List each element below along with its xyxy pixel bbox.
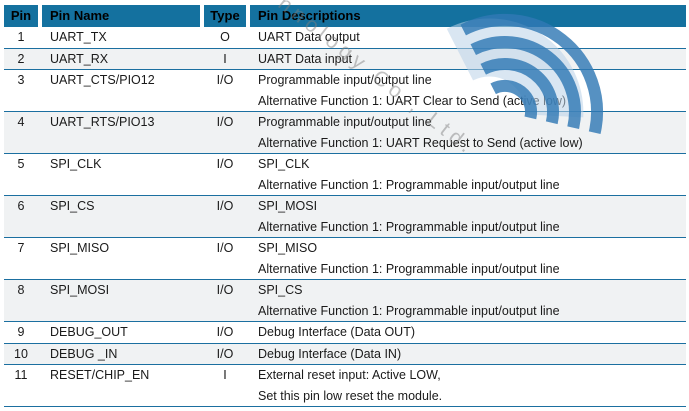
table-row: 6 SPI_CS I/O SPI_MOSI Alternative Function 1… <box>4 196 686 238</box>
description-line: SPI_MISO <box>258 241 318 255</box>
table-row: 10 DEBUG _IN I/O Debug Interface (Data IN) <box>4 343 686 365</box>
table-row: 9 DEBUG_OUT I/O Debug Interface (Data OUT) <box>4 322 686 344</box>
pin-number-cell: 1 <box>17 30 25 44</box>
description-line: SPI_MOSI <box>258 199 318 213</box>
pin-descriptions-cell: Debug Interface (Data OUT) <box>250 322 686 343</box>
description-line: Programmable input/output line <box>258 73 432 87</box>
pin-name-cell: SPI_MISO <box>50 241 110 255</box>
pin-number-cell: 5 <box>17 157 25 171</box>
pin-type-cell: I/O <box>216 199 234 213</box>
description-line: Programmable input/output line <box>258 115 432 129</box>
pin-name-cell: UART_TX <box>50 30 107 44</box>
table-row: 3 UART_CTS/PIO12 I/O Programmable input/out… <box>4 70 686 112</box>
header-pin-name: Pin Name <box>42 5 200 27</box>
pin-number-cell: 8 <box>17 283 25 297</box>
pin-name-cell: SPI_CS <box>50 199 95 213</box>
table-row: 11 RESET/CHIP_EN I External reset input: Ac… <box>4 365 686 407</box>
pin-descriptions-cell: SPI_CLK Alternative Function 1: Programma… <box>250 154 686 195</box>
pin-name-cell: SPI_CLK <box>50 157 102 171</box>
description-line: Alternative Function 1: Programmable inp… <box>258 261 560 276</box>
pin-type-cell: I <box>223 51 227 66</box>
description-line: Set this pin low reset the module. <box>258 388 443 403</box>
table-body: 1 UART_TX O UART Data output 2 UART_RX I UART D… <box>4 27 686 407</box>
pin-type-cell: I/O <box>216 73 234 87</box>
pin-descriptions-cell: UART Data input <box>250 49 686 70</box>
description-line: UART Data output <box>258 30 360 44</box>
pin-type-cell: I/O <box>216 241 234 255</box>
pin-descriptions-cell: SPI_CS Alternative Function 1: Programmab… <box>250 280 686 321</box>
pin-type-cell: O <box>220 30 230 44</box>
pin-description-table: Pin Pin Name Type Pin Descriptions 1 UART… <box>4 5 686 407</box>
description-line: External reset input: Active LOW, <box>258 368 441 382</box>
pin-descriptions-cell: Programmable input/output line Alternativ… <box>250 112 686 153</box>
description-line: Alternative Function 1: Programmable inp… <box>258 303 560 318</box>
description-line: Alternative Function 1: UART Clear to Se… <box>258 93 567 108</box>
table-row: 5 SPI_CLK I/O SPI_CLK Alternative Function 1… <box>4 154 686 196</box>
pin-type-cell: I <box>223 368 227 382</box>
pin-type-cell: I/O <box>216 115 234 129</box>
table-row: 2 UART_RX I UART Data input <box>4 48 686 70</box>
description-line: SPI_CS <box>258 283 303 297</box>
description-line: Debug Interface (Data IN) <box>258 346 402 361</box>
pin-name-cell: RESET/CHIP_EN <box>50 368 150 382</box>
description-line: UART Data input <box>258 51 353 66</box>
table-row: 4 UART_RTS/PIO13 I/O Programmable input/out… <box>4 112 686 154</box>
pin-name-cell: SPI_MOSI <box>50 283 110 297</box>
pin-type-cell: I/O <box>216 157 234 171</box>
description-line: Alternative Function 1: UART Request to … <box>258 135 583 150</box>
pin-descriptions-cell: SPI_MISO Alternative Function 1: Programm… <box>250 238 686 279</box>
header-pin: Pin <box>4 5 38 27</box>
pin-number-cell: 4 <box>17 115 25 129</box>
pin-number-cell: 11 <box>14 368 28 382</box>
pin-number-cell: 10 <box>14 346 28 361</box>
pin-name-cell: DEBUG _IN <box>50 346 118 361</box>
pin-name-cell: UART_CTS/PIO12 <box>50 73 155 87</box>
table-row: 7 SPI_MISO I/O SPI_MISO Alternative Function… <box>4 238 686 280</box>
pin-type-cell: I/O <box>216 346 234 361</box>
pin-number-cell: 3 <box>17 73 25 87</box>
description-line: Alternative Function 1: Programmable inp… <box>258 219 560 234</box>
pin-number-cell: 6 <box>17 199 25 213</box>
description-line: Alternative Function 1: Programmable inp… <box>258 177 560 192</box>
pin-descriptions-cell: Debug Interface (Data IN) <box>250 344 686 365</box>
pin-descriptions-cell: SPI_MOSI Alternative Function 1: Programm… <box>250 196 686 237</box>
pin-descriptions-cell: External reset input: Active LOW, Set thi… <box>250 365 686 406</box>
pin-name-cell: DEBUG_OUT <box>50 325 128 339</box>
description-line: SPI_CLK <box>258 157 310 171</box>
pin-number-cell: 2 <box>17 51 25 66</box>
pin-type-cell: I/O <box>216 325 234 339</box>
pin-type-cell: I/O <box>216 283 234 297</box>
table-row: 8 SPI_MOSI I/O SPI_CS Alternative Function 1… <box>4 280 686 322</box>
pin-number-cell: 9 <box>17 325 25 339</box>
pin-descriptions-cell: UART Data output <box>250 27 686 48</box>
pin-name-cell: UART_RX <box>50 51 109 66</box>
table-header-row: Pin Pin Name Type Pin Descriptions <box>4 5 686 27</box>
header-type: Type <box>204 5 246 27</box>
pin-name-cell: UART_RTS/PIO13 <box>50 115 155 129</box>
description-line: Debug Interface (Data OUT) <box>258 325 416 339</box>
table-row: 1 UART_TX O UART Data output <box>4 27 686 49</box>
pin-number-cell: 7 <box>17 241 25 255</box>
header-pin-descriptions: Pin Descriptions <box>250 5 686 27</box>
pin-descriptions-cell: Programmable input/output line Alternativ… <box>250 70 686 111</box>
